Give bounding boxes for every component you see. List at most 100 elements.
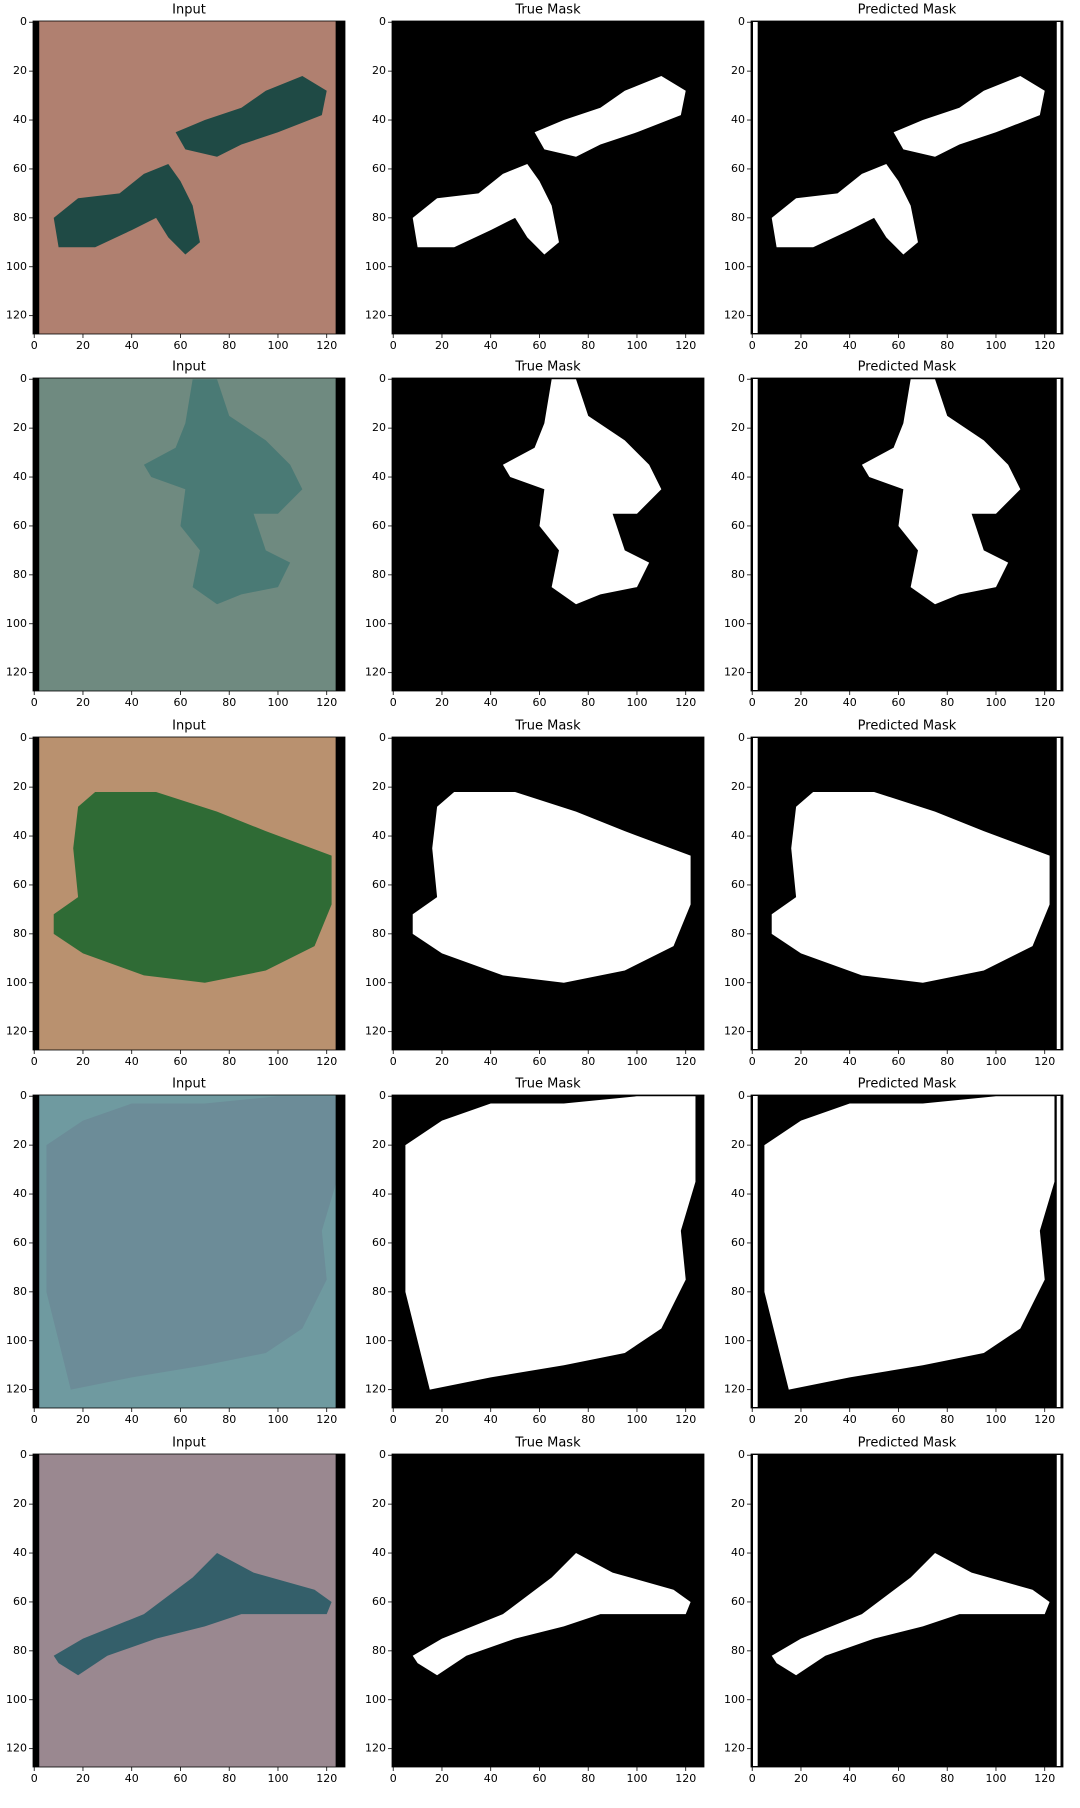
- x-tick-label: 80: [222, 1055, 236, 1068]
- y-tick-label: 120: [365, 309, 386, 322]
- image-region: [502, 379, 662, 605]
- subplot-title: Input: [172, 3, 206, 18]
- y-tick-label: 120: [6, 1383, 27, 1396]
- y-tick-label: 60: [731, 162, 745, 175]
- x-tick-label: 60: [891, 696, 905, 709]
- y-tick-label: 0: [20, 15, 27, 28]
- x-tick-label: 0: [31, 1413, 38, 1426]
- image-border: [753, 738, 758, 1049]
- y-tick-label: 80: [372, 1285, 386, 1298]
- x-tick-label: 0: [31, 1772, 38, 1785]
- image-region: [143, 379, 303, 605]
- x-tick-label: 100: [985, 1413, 1006, 1426]
- y-tick-label: 120: [365, 1025, 386, 1038]
- y-tick-label: 120: [724, 1025, 745, 1038]
- image-border: [335, 737, 345, 1050]
- image-region: [893, 76, 1045, 157]
- y-tick-label: 0: [379, 1448, 386, 1461]
- y-tick-label: 20: [731, 1497, 745, 1510]
- x-tick-label: 80: [581, 1772, 595, 1785]
- x-tick-label: 40: [484, 696, 498, 709]
- x-tick-label: 40: [484, 1772, 498, 1785]
- image: [33, 21, 345, 334]
- y-tick-label: 60: [731, 519, 745, 532]
- image: [751, 1454, 1063, 1767]
- y-tick-label: 120: [724, 309, 745, 322]
- x-tick-label: 20: [76, 339, 90, 352]
- image-region: [412, 164, 559, 255]
- x-tick-label: 80: [581, 1413, 595, 1426]
- x-tick-label: 120: [1034, 1055, 1055, 1068]
- x-tick-label: 0: [749, 339, 756, 352]
- y-tick-label: 0: [20, 1448, 27, 1461]
- y-tick-label: 0: [738, 1089, 745, 1102]
- x-tick-label: 120: [316, 1055, 337, 1068]
- axes-frame: [391, 20, 705, 335]
- y-tick-label: 120: [6, 309, 27, 322]
- y-tick-label: 40: [372, 829, 386, 842]
- x-tick-label: 100: [267, 696, 288, 709]
- y-tick-label: 120: [724, 1742, 745, 1755]
- y-tick-label: 100: [365, 617, 386, 630]
- y-tick-label: 20: [731, 421, 745, 434]
- y-tick-label: 100: [724, 617, 745, 630]
- x-tick-label: 60: [891, 1413, 905, 1426]
- y-tick-label: 120: [365, 666, 386, 679]
- image-background: [751, 21, 1063, 334]
- x-tick-label: 100: [985, 1772, 1006, 1785]
- x-tick-label: 80: [222, 339, 236, 352]
- y-tick-label: 0: [738, 372, 745, 385]
- image-region: [771, 792, 1050, 983]
- x-tick-label: 100: [985, 1055, 1006, 1068]
- image-border: [335, 21, 345, 334]
- image: [751, 1095, 1063, 1408]
- x-tick-label: 40: [125, 339, 139, 352]
- x-tick-label: 120: [1034, 339, 1055, 352]
- x-tick-label: 0: [31, 696, 38, 709]
- image-region: [412, 1553, 691, 1676]
- axes-frame: [750, 736, 1064, 1051]
- y-tick-label: 120: [365, 1383, 386, 1396]
- x-tick-label: 20: [794, 1055, 808, 1068]
- x-tick-label: 0: [390, 1413, 397, 1426]
- x-tick-label: 80: [940, 339, 954, 352]
- image-border: [33, 21, 40, 334]
- x-tick-label: 0: [390, 1055, 397, 1068]
- x-tick-label: 40: [125, 696, 139, 709]
- x-tick-label: 60: [532, 696, 546, 709]
- image-border: [335, 1454, 345, 1767]
- x-tick-label: 20: [794, 1772, 808, 1785]
- subplot-title: Predicted Mask: [858, 1436, 957, 1451]
- y-tick-label: 100: [6, 260, 27, 273]
- y-tick-label: 120: [724, 666, 745, 679]
- y-tick-label: 0: [379, 15, 386, 28]
- x-tick-label: 60: [891, 1055, 905, 1068]
- image-region: [405, 1096, 696, 1390]
- x-tick-label: 0: [749, 1055, 756, 1068]
- image: [392, 1454, 704, 1767]
- subplot-title: Predicted Mask: [858, 719, 957, 734]
- x-tick-label: 80: [940, 1413, 954, 1426]
- axes-frame: [391, 1453, 705, 1768]
- y-tick-label: 20: [372, 780, 386, 793]
- y-tick-label: 0: [20, 1089, 27, 1102]
- y-tick-label: 80: [731, 927, 745, 940]
- image-border: [1056, 1455, 1061, 1766]
- x-tick-label: 100: [626, 1055, 647, 1068]
- x-tick-label: 100: [626, 1413, 647, 1426]
- x-tick-label: 100: [267, 1772, 288, 1785]
- x-tick-label: 100: [267, 1055, 288, 1068]
- x-tick-label: 20: [435, 1772, 449, 1785]
- y-tick-label: 80: [13, 927, 27, 940]
- y-tick-label: 80: [372, 1644, 386, 1657]
- y-tick-label: 80: [13, 1644, 27, 1657]
- x-tick-label: 60: [173, 1413, 187, 1426]
- x-tick-label: 120: [1034, 696, 1055, 709]
- y-tick-label: 80: [731, 1285, 745, 1298]
- x-tick-label: 60: [532, 339, 546, 352]
- x-tick-label: 60: [173, 1772, 187, 1785]
- x-tick-label: 40: [843, 339, 857, 352]
- y-tick-label: 20: [731, 64, 745, 77]
- y-tick-label: 60: [731, 1236, 745, 1249]
